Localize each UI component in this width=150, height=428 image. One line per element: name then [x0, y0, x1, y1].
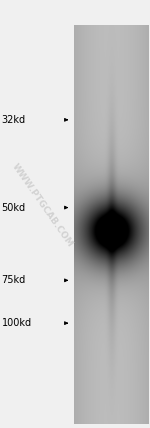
Text: WWW.PTGCAB.COM: WWW.PTGCAB.COM	[10, 162, 74, 249]
Text: 50kd: 50kd	[2, 202, 26, 213]
Text: 100kd: 100kd	[2, 318, 32, 328]
Text: 75kd: 75kd	[2, 275, 26, 285]
Text: 32kd: 32kd	[2, 115, 26, 125]
